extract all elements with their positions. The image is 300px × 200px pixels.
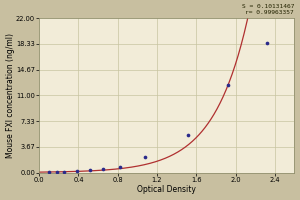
- Point: [265, 42, 269, 45]
- Point: [47, 171, 52, 174]
- Text: S = 0.10131467
r= 0.99963357: S = 0.10131467 r= 0.99963357: [242, 4, 294, 15]
- Y-axis label: Mouse FⅩⅠ concentration (ng/ml): Mouse FⅩⅠ concentration (ng/ml): [6, 33, 15, 158]
- Point: [55, 170, 59, 174]
- Point: [186, 134, 191, 137]
- Point: [100, 167, 105, 171]
- Point: [143, 155, 148, 159]
- Point: [61, 170, 66, 173]
- Point: [225, 83, 230, 86]
- Point: [88, 169, 93, 172]
- X-axis label: Optical Density: Optical Density: [137, 185, 196, 194]
- Point: [74, 170, 79, 173]
- Point: [117, 166, 122, 169]
